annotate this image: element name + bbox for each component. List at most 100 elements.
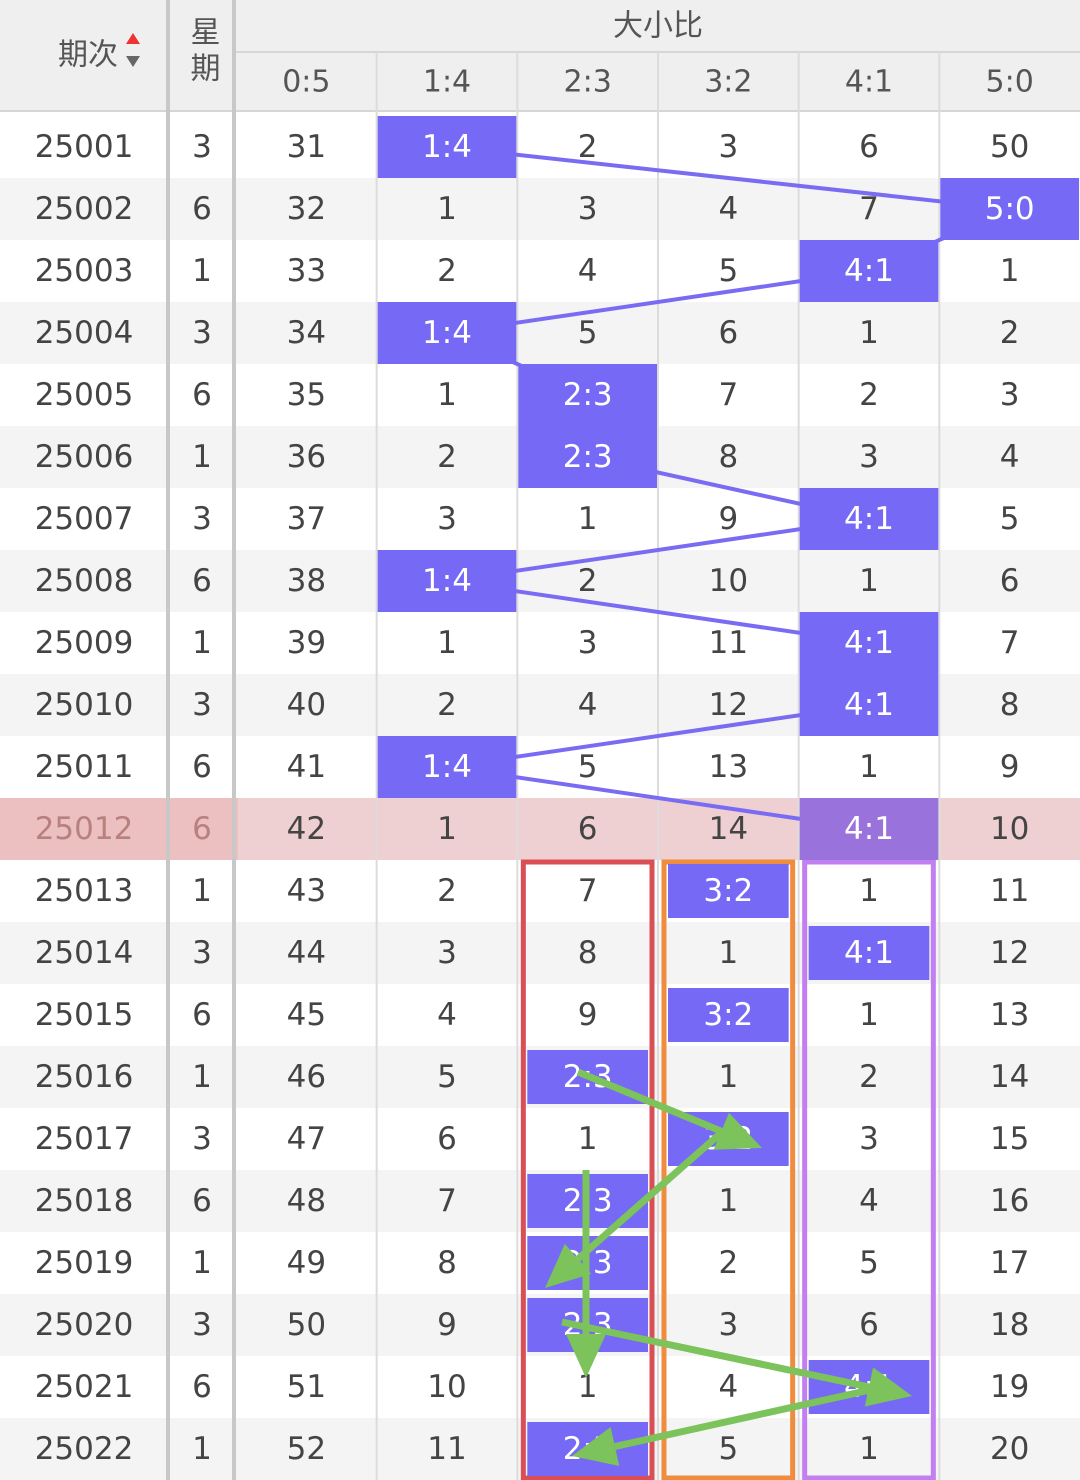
cell-value: 9 [1000,749,1020,785]
cell-value: 8 [578,935,598,971]
cell-value: 1 [859,749,879,785]
weekday: 1 [192,439,212,475]
annotation-arrow [614,1386,871,1450]
trend-line [446,269,870,335]
cell-value: 6 [859,1307,879,1343]
cell-value: 8 [1000,687,1020,723]
annotation-arrowhead [572,1426,620,1467]
column-header: 2:3 [564,65,612,100]
column-frame [520,859,655,1480]
cell-value: 31 [287,129,326,165]
cell-value: 50 [990,129,1029,165]
column-header: 3:2 [704,65,752,100]
cell-value: 19 [990,1369,1029,1405]
cell-value: 2 [437,687,457,723]
hit-value: 2:3 [563,377,613,413]
cell-value: 2 [718,1245,738,1281]
hit-value: 4:1 [844,687,894,723]
cell-value: 2 [578,563,598,599]
weekday: 1 [192,1059,212,1095]
trend-line [446,517,870,583]
cell-value: 1 [859,1431,879,1467]
cell-value: 33 [287,253,326,289]
weekday: 3 [192,687,212,723]
period: 25010 [35,687,134,723]
hit-value: 1:4 [422,563,472,599]
hit-value: 1:4 [422,749,472,785]
cell-value: 10 [427,1369,466,1405]
cell-value: 12 [990,935,1029,971]
hit-cell [668,864,789,918]
period: 25017 [35,1121,134,1157]
cell-value: 10 [709,563,748,599]
cell-value: 44 [287,935,326,971]
weekday: 6 [192,563,212,599]
weekday: 1 [192,1245,212,1281]
cell-value: 1 [578,501,598,537]
period: 25002 [35,191,134,227]
hit-value: 2:3 [563,439,613,475]
cell-value: 45 [287,997,326,1033]
cell-value: 37 [287,501,326,537]
cell-value: 9 [718,501,738,537]
column-header: 5:0 [986,65,1034,100]
annotation-arrow [561,1318,870,1391]
cell-value: 2 [578,129,598,165]
hit-value: 4:1 [844,253,894,289]
cell-value: 3 [437,501,457,537]
cell-value: 8 [437,1245,457,1281]
cell-value: 40 [287,687,326,723]
cell-value: 2 [437,873,457,909]
period: 25003 [35,253,134,289]
cell-value: 4 [718,1369,738,1405]
cell-value: 3 [718,129,738,165]
cell-value: 11 [990,873,1029,909]
cell-value: 5 [1000,501,1020,537]
weekday: 1 [192,1431,212,1467]
cell-value: 3 [578,625,598,661]
cell-value: 8 [718,439,738,475]
cell-value: 4 [578,687,598,723]
weekday: 3 [192,935,212,971]
cell-value: 48 [287,1183,326,1219]
trend-line [446,579,870,645]
hit-value: 5:0 [985,191,1035,227]
column-header: 4:1 [845,65,893,100]
cell-value: 5 [437,1059,457,1095]
hit-cell [377,116,517,178]
hit-cell [377,550,517,612]
cell-value: 32 [287,191,326,227]
annotation-arrowhead [864,1367,912,1407]
hit-value: 4:1 [844,501,894,537]
cell-value: 1 [578,1369,598,1405]
sort-down-icon[interactable] [126,56,140,67]
cell-value: 4 [1000,439,1020,475]
annotation-arrowhead [545,1243,592,1288]
period-header[interactable]: 期次 [58,38,118,73]
cell-value: 50 [287,1307,326,1343]
weekday: 3 [192,1307,212,1343]
hit-value: 4:1 [844,935,894,971]
cell-value: 1 [437,811,457,847]
sort-up-icon[interactable] [126,33,140,44]
cell-value: 1 [859,873,879,909]
hit-value: 1:4 [422,315,472,351]
hit-cell [799,798,939,860]
period: 25005 [35,377,134,413]
cell-value: 39 [287,625,326,661]
cell-value: 18 [990,1307,1029,1343]
row-bg [0,860,1080,922]
cell-value: 1 [437,625,457,661]
cell-value: 3 [859,439,879,475]
weekday: 1 [192,625,212,661]
cell-value: 5 [859,1245,879,1281]
column-header: 0:5 [282,65,330,100]
period: 25016 [35,1059,134,1095]
cell-value: 1 [578,1121,598,1157]
row-bg [0,116,1080,178]
cell-value: 36 [287,439,326,475]
period: 25008 [35,563,134,599]
annotation-arrowhead [566,1334,606,1378]
cell-value: 2 [437,253,457,289]
cell-value: 42 [287,811,326,847]
